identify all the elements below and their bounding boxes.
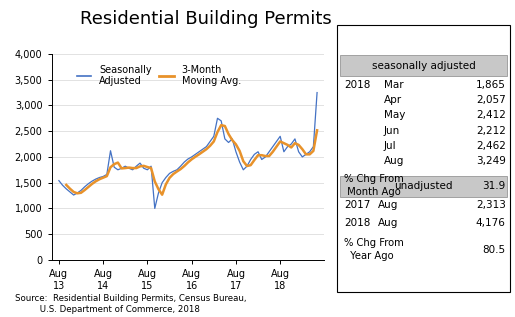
Text: seasonally adjusted: seasonally adjusted <box>372 61 475 71</box>
Text: 2,057: 2,057 <box>476 95 506 105</box>
Legend: Seasonally
Adjusted, 3-Month
Moving Avg.: Seasonally Adjusted, 3-Month Moving Avg. <box>73 61 245 90</box>
Text: 2018: 2018 <box>344 218 370 228</box>
Text: unadjusted: unadjusted <box>394 181 453 191</box>
Text: 4,176: 4,176 <box>476 218 506 228</box>
Text: 2,313: 2,313 <box>476 200 506 210</box>
Text: Jul: Jul <box>384 141 397 151</box>
Text: 2018: 2018 <box>344 80 370 90</box>
Text: 2017: 2017 <box>344 200 370 210</box>
Text: 2,462: 2,462 <box>476 141 506 151</box>
Text: Source:  Residential Building Permits, Census Bureau,
         U.S. Department o: Source: Residential Building Permits, Ce… <box>15 294 247 314</box>
Text: % Chg From
  Year Ago: % Chg From Year Ago <box>344 238 404 261</box>
Text: Apr: Apr <box>384 95 402 105</box>
Text: Aug: Aug <box>384 156 404 166</box>
Text: 2,412: 2,412 <box>476 110 506 120</box>
Text: Jun: Jun <box>384 126 400 136</box>
Text: 31.9: 31.9 <box>483 181 506 191</box>
Text: % Chg From
 Month Ago: % Chg From Month Ago <box>344 174 404 197</box>
Text: 3,249: 3,249 <box>476 156 506 166</box>
Text: Mar: Mar <box>384 80 403 90</box>
Text: 2,212: 2,212 <box>476 126 506 136</box>
Text: Residential Building Permits: Residential Building Permits <box>80 10 332 28</box>
Text: Aug: Aug <box>377 218 398 228</box>
Text: May: May <box>384 110 405 120</box>
Text: Aug: Aug <box>377 200 398 210</box>
Text: 1,865: 1,865 <box>476 80 506 90</box>
Text: 80.5: 80.5 <box>483 245 506 256</box>
